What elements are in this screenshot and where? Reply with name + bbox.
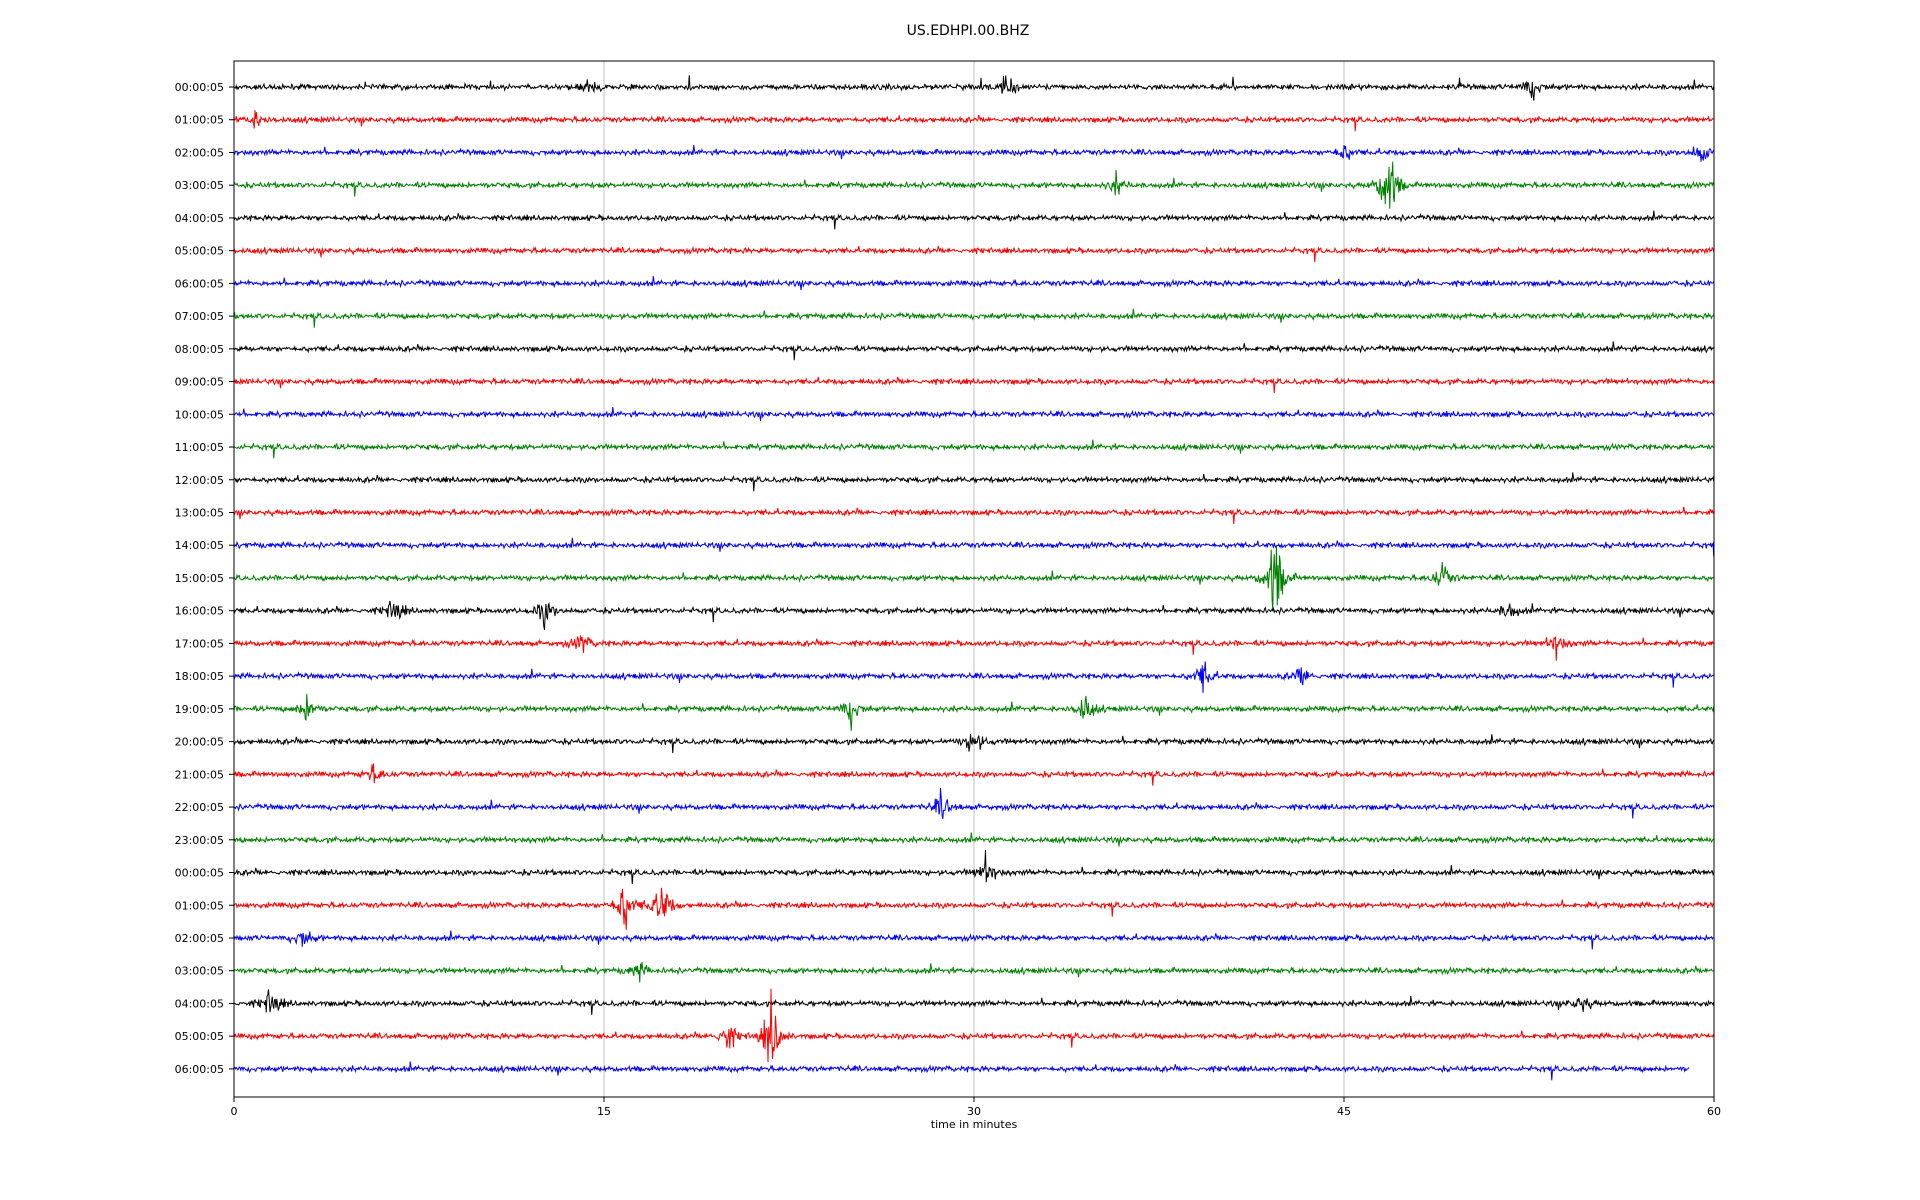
trace-line-23	[233, 832, 1714, 847]
x-tick-label-3: 45	[1337, 1105, 1351, 1118]
trace-line-17	[233, 635, 1715, 661]
trace-line-7	[233, 308, 1715, 328]
trace-line-16	[233, 600, 1715, 630]
row-label-20: 20:00:05	[175, 736, 224, 749]
row-label-10: 10:00:05	[175, 408, 224, 421]
row-label-9: 09:00:05	[175, 376, 224, 389]
row-label-11: 11:00:05	[175, 441, 224, 454]
row-label-27: 03:00:05	[175, 965, 224, 978]
trace-line-20	[233, 734, 1715, 754]
row-label-28: 04:00:05	[175, 997, 224, 1010]
x-tick-label-2: 30	[967, 1105, 981, 1118]
trace-line-2	[233, 144, 1715, 162]
trace-line-21	[233, 763, 1715, 786]
trace-line-5	[233, 245, 1715, 263]
row-label-8: 08:00:05	[175, 343, 224, 356]
x-axis-ticks: 0 15 30 45 60	[231, 1097, 1721, 1118]
trace-line-29	[233, 988, 1715, 1063]
trace-line-30	[233, 1061, 1690, 1081]
trace-line-4	[233, 210, 1715, 230]
row-label-22: 22:00:05	[175, 801, 224, 814]
trace-line-9	[233, 376, 1715, 394]
trace-line-27	[233, 962, 1715, 983]
row-label-19: 19:00:05	[175, 703, 224, 716]
x-tick-label-1: 15	[597, 1105, 611, 1118]
row-label-30: 06:00:05	[175, 1063, 224, 1076]
row-label-17: 17:00:05	[175, 637, 224, 650]
seismic-traces	[233, 75, 1715, 1081]
trace-line-3	[233, 161, 1715, 209]
trace-line-14	[233, 537, 1715, 557]
row-label-12: 12:00:05	[175, 474, 224, 487]
row-label-1: 01:00:05	[175, 114, 224, 127]
row-label-2: 02:00:05	[175, 146, 224, 159]
row-labels: 00:00:05 01:00:05 02:00:05 03:00:05 04:00:05…	[175, 81, 234, 1076]
trace-line-10	[233, 406, 1715, 422]
row-label-0: 00:00:05	[175, 81, 224, 94]
row-label-6: 06:00:05	[175, 277, 224, 290]
row-label-13: 13:00:05	[175, 506, 224, 519]
row-label-15: 15:00:05	[175, 572, 224, 585]
row-label-23: 23:00:05	[175, 834, 224, 847]
row-label-14: 14:00:05	[175, 539, 224, 552]
row-label-5: 05:00:05	[175, 245, 224, 258]
row-label-4: 04:00:05	[175, 212, 224, 225]
trace-line-11	[233, 439, 1714, 459]
trace-line-1	[233, 110, 1714, 132]
trace-line-28	[233, 989, 1715, 1015]
row-label-18: 18:00:05	[175, 670, 224, 683]
row-label-25: 01:00:05	[175, 899, 224, 912]
row-label-21: 21:00:05	[175, 768, 224, 781]
trace-line-26	[233, 930, 1714, 950]
trace-line-12	[233, 472, 1715, 492]
row-label-26: 02:00:05	[175, 932, 224, 945]
row-label-29: 05:00:05	[175, 1030, 224, 1043]
trace-line-22	[233, 787, 1715, 819]
x-tick-label-0: 0	[231, 1105, 238, 1118]
trace-line-19	[233, 693, 1715, 731]
trace-line-15	[233, 545, 1714, 611]
x-tick-label-4: 60	[1707, 1105, 1721, 1118]
trace-line-13	[233, 506, 1715, 524]
row-label-16: 16:00:05	[175, 605, 224, 618]
trace-line-18	[233, 661, 1715, 693]
chart-title: US.EDHPI.00.BHZ	[907, 23, 1030, 39]
trace-line-6	[233, 275, 1715, 291]
row-label-7: 07:00:05	[175, 310, 224, 323]
row-label-24: 00:00:05	[175, 867, 224, 880]
row-label-3: 03:00:05	[175, 179, 224, 192]
trace-line-25	[233, 887, 1715, 930]
x-axis-label: time in minutes	[931, 1118, 1018, 1131]
trace-line-0	[233, 75, 1715, 101]
trace-line-24	[233, 850, 1715, 884]
trace-line-8	[233, 341, 1715, 361]
